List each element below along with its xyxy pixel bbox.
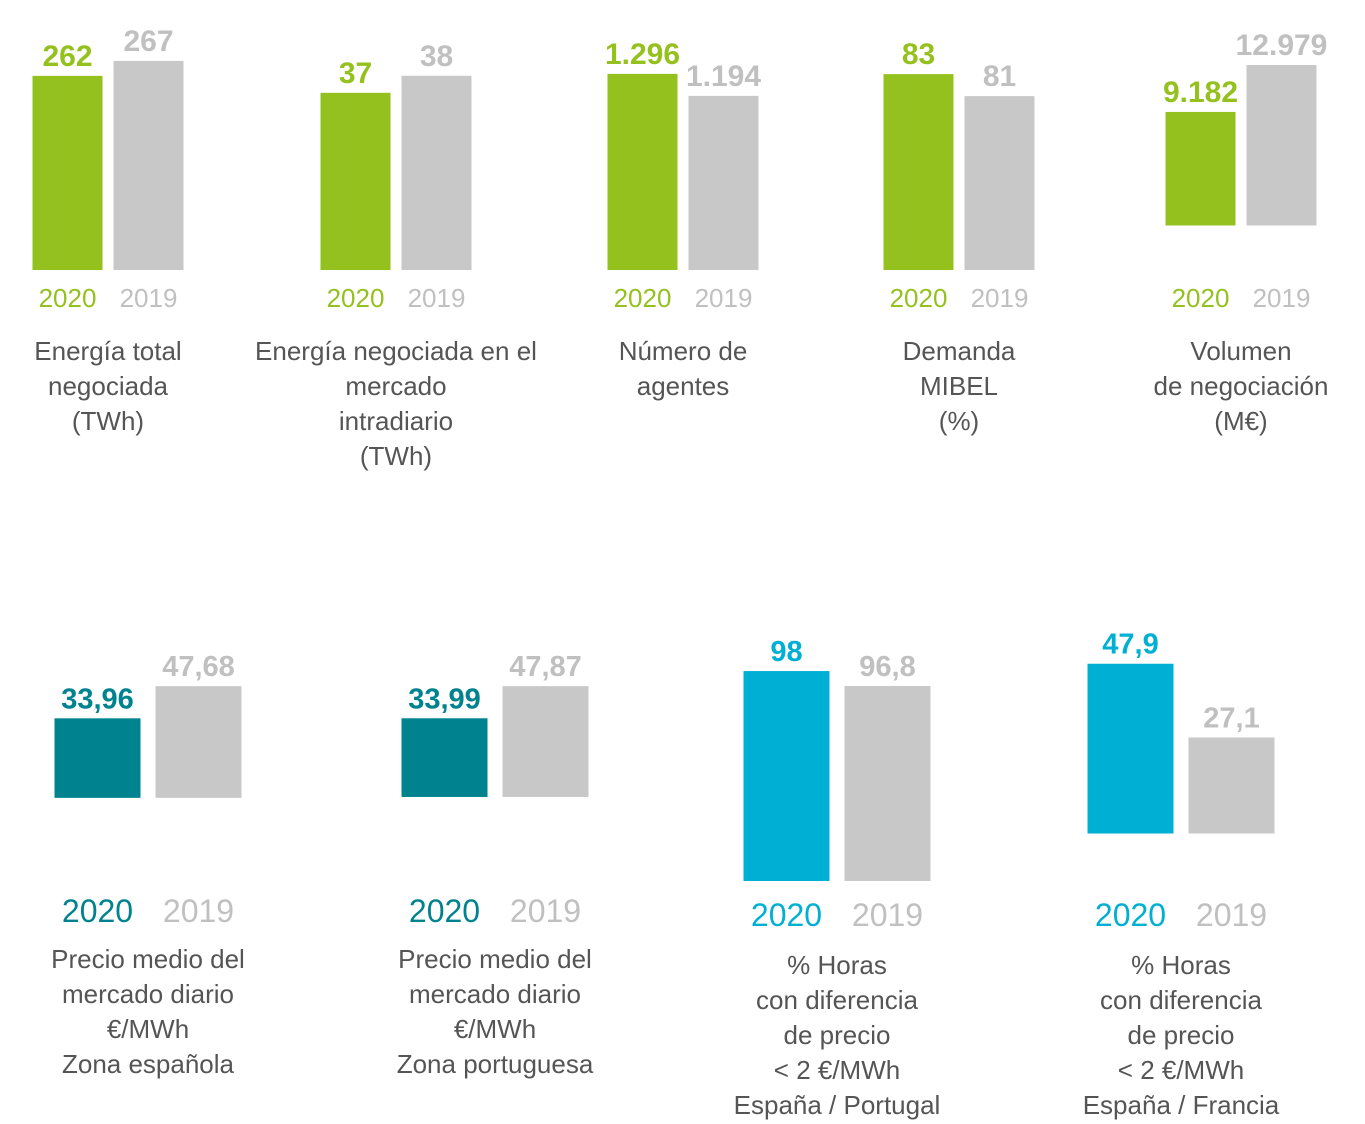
bar [54,718,141,798]
bar [401,75,472,271]
bar [32,75,103,271]
value-label: 37 [339,57,372,90]
category-label: 2019 [852,897,923,933]
value-label: 81 [983,60,1016,93]
category-label: 2020 [39,283,97,313]
chart-description: Precio medio del [51,944,245,974]
category-label: 2019 [1253,283,1311,313]
bar [502,686,589,797]
chart-description: % Horas [787,950,887,980]
chart-description: < 2 €/MWh [774,1055,900,1085]
chart-description: mercado [345,371,446,401]
chart-description: (M€) [1214,406,1267,436]
bar [1188,737,1275,834]
chart-description: (TWh) [72,406,144,436]
bar [113,60,184,271]
chart-description: intradiario [339,406,453,436]
chart-description: (%) [939,406,979,436]
category-label: 2020 [890,283,948,313]
value-label: 267 [123,25,173,58]
chart-description: con diferencia [756,985,918,1015]
category-label: 2020 [327,283,385,313]
chart-description: Energía total [34,336,181,366]
value-label: 9.182 [1163,76,1238,109]
bar [1246,64,1317,226]
category-label: 2020 [614,283,672,313]
value-label: 1.296 [605,38,680,71]
value-label: 38 [420,40,453,73]
value-label: 96,8 [859,651,915,683]
bar [743,671,830,881]
value-label: 83 [902,38,935,71]
chart-description: España / Francia [1083,1090,1280,1120]
category-label: 2019 [163,893,234,929]
chart-description: Volumen [1190,336,1291,366]
value-label: 262 [42,40,92,73]
category-label: 2019 [695,283,753,313]
bar [688,95,759,270]
chart-description: con diferencia [1100,985,1262,1015]
chart-description: (TWh) [360,441,432,471]
bar [155,686,242,798]
chart-description: España / Portugal [734,1090,941,1120]
category-label: 2019 [971,283,1029,313]
chart-description: Zona portuguesa [397,1049,594,1079]
chart-description: Número de [619,336,748,366]
bar [883,74,954,270]
category-label: 2019 [408,283,466,313]
chart-description: mercado diario [409,979,581,1009]
category-label: 2020 [1172,283,1230,313]
value-label: 47,87 [509,651,582,683]
chart-description: €/MWh [107,1014,189,1044]
chart-description: Precio medio del [398,944,592,974]
category-label: 2020 [751,897,822,933]
category-label: 2020 [1095,897,1166,933]
bar [607,73,678,270]
value-label: 33,96 [61,683,134,715]
chart-description: de precio [1128,1020,1235,1050]
chart-description: < 2 €/MWh [1118,1055,1244,1085]
category-label: 2020 [62,893,133,929]
bar [1165,111,1236,226]
chart-description: de negociación [1154,371,1329,401]
chart-description: % Horas [1131,950,1231,980]
chart-description: mercado diario [62,979,234,1009]
value-label: 1.194 [686,60,761,93]
category-label: 2019 [120,283,178,313]
bar [844,685,931,881]
chart-description: €/MWh [454,1014,536,1044]
chart-description: Demanda [903,336,1016,366]
chart-description: MIBEL [920,371,998,401]
chart-description: negociada [48,371,169,401]
bar [964,96,1035,270]
value-label: 12.979 [1236,29,1328,62]
category-label: 2020 [409,893,480,929]
bar [320,92,391,270]
chart-description: de precio [784,1020,891,1050]
chart-description: agentes [637,371,730,401]
category-label: 2019 [1196,897,1267,933]
chart-description: Energía negociada en el [255,336,537,366]
value-label: 47,68 [162,651,235,683]
category-label: 2019 [510,893,581,929]
value-label: 47,9 [1102,629,1158,661]
value-label: 33,99 [408,683,481,715]
value-label: 98 [770,636,802,668]
bar [1087,663,1174,834]
value-label: 27,1 [1203,702,1259,734]
bar [401,718,488,797]
chart-description: Zona española [62,1049,235,1079]
